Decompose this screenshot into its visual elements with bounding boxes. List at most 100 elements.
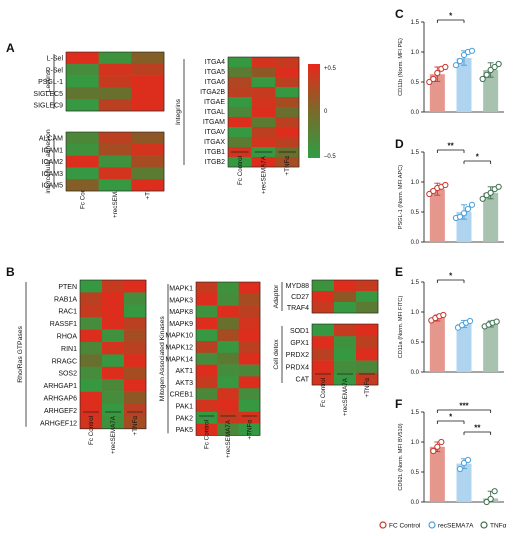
legend-marker [379, 521, 387, 529]
heatmap-row-label: ARHGEF2 [44, 408, 77, 415]
group-label: Integrins [175, 98, 182, 125]
heatmap-cell [124, 329, 147, 343]
heatmap-cell [196, 317, 218, 330]
data-point [434, 69, 441, 77]
data-point [456, 57, 464, 65]
heatmap-cell [66, 52, 99, 65]
heatmap-cell [312, 280, 335, 292]
heatmap-column-label: Fc Control [320, 378, 327, 407]
heatmap-cell [217, 352, 239, 365]
heatmap-column-label: Fc Control [88, 416, 95, 445]
data-point [442, 181, 449, 189]
heatmap-cell [356, 360, 379, 374]
heatmap-cell [102, 280, 125, 293]
heatmap-row-label: CD27 [291, 294, 309, 301]
y-tick-label: 0.0 [411, 500, 420, 506]
heatmap-row-label: ITGB1 [205, 149, 225, 156]
heatmap-cell [251, 127, 276, 138]
color-scale-bar [308, 64, 320, 158]
y-tick-label: 1.5 [411, 280, 420, 286]
heatmap-cell [275, 57, 300, 68]
heatmap-cell [251, 157, 276, 168]
panel-letter-e: E [395, 265, 403, 279]
heatmap-row-label: ICAM5 [42, 183, 64, 190]
heatmap-cell [217, 293, 239, 306]
bar [429, 74, 445, 112]
heatmap-cell [238, 329, 261, 342]
legend-label: FC Control [389, 523, 421, 530]
legend-item: FC Control [379, 521, 421, 530]
heatmap-cell [251, 137, 276, 148]
heatmap-cell [238, 423, 261, 436]
heatmap-row-label: ALCAM [39, 135, 63, 142]
heatmap-row-label: PAK5 [176, 427, 193, 434]
heatmap-cell [217, 305, 239, 318]
bar [483, 324, 499, 372]
heatmap-cell [124, 366, 147, 380]
heatmap-cell [124, 342, 147, 355]
heatmap-cell [196, 376, 218, 389]
y-tick-label: 1.0 [411, 180, 420, 186]
legend-marker [480, 521, 488, 529]
heatmap-cell [334, 291, 357, 303]
data-point [426, 78, 433, 86]
heatmap-detox: SOD1 GPX1 PRDX2 PRDX4 CAT Cell detox Fc Contro… [273, 323, 379, 416]
heatmap-cell [131, 143, 165, 156]
data-point [426, 190, 433, 198]
heatmap-cell [124, 354, 147, 368]
y-axis-label: PSGL-1 (Norm. MFI APC) [398, 165, 404, 229]
data-point [495, 183, 502, 190]
bar [429, 189, 445, 242]
heatmap-cell [312, 324, 335, 337]
heatmap-cell [238, 364, 261, 377]
heatmap-row-label: ARHGEF12 [40, 420, 77, 427]
data-point [460, 51, 468, 59]
heatmap-cell [80, 379, 103, 392]
heatmap-cell [102, 304, 125, 318]
heatmap-cell [356, 372, 379, 386]
heatmap-row-label: P-Sel [46, 67, 64, 74]
data-point [479, 75, 486, 83]
heatmap-cell [66, 99, 99, 112]
legend-label: recSEMA7A [438, 523, 474, 530]
heatmap-cell [238, 293, 261, 306]
heatmap-cell [228, 157, 252, 168]
data-point [452, 62, 460, 69]
heatmap-cell [275, 127, 300, 138]
heatmap-cell [356, 336, 379, 349]
heatmap-border [195, 281, 261, 436]
heatmap-adaptor: MYD88 CD27 TRAF4 Adaptor [273, 279, 379, 314]
heatmap-cell [356, 302, 379, 314]
legend: FC Control recSEMA7A TNFα [379, 521, 507, 530]
heatmap-cell [275, 77, 300, 88]
heatmap-cell [66, 75, 99, 88]
heatmap-cell [80, 391, 103, 405]
bar [429, 446, 445, 502]
heatmap-cell [238, 305, 261, 318]
significance-label: ** [474, 424, 481, 433]
heatmap-cell [251, 67, 276, 78]
heatmap-cell [196, 411, 218, 424]
heatmap-cell [251, 97, 276, 108]
heatmap-cell [334, 324, 357, 337]
y-axis-label: CD11b (Norm. MFI PE) [398, 38, 404, 96]
heatmap-cell [80, 304, 103, 318]
legend-item: recSEMA7A [428, 521, 474, 530]
heatmap-row-label: ARHGAP1 [44, 383, 78, 390]
color-scale-mid: 0 [324, 109, 328, 115]
data-point [466, 317, 474, 325]
heatmap-cell [102, 379, 125, 392]
heatmap-cell [228, 137, 252, 148]
heatmap-cell [66, 155, 99, 168]
heatmap-cell [356, 348, 379, 361]
data-point [440, 311, 447, 319]
heatmap-row-label: ICAM1 [42, 147, 64, 154]
heatmap-border [65, 131, 165, 192]
y-tick-label: 1.0 [411, 50, 420, 56]
legend-label: TNFα [490, 523, 507, 530]
data-point [468, 201, 476, 208]
heatmap-cell [312, 302, 335, 314]
heatmap-cell [356, 280, 379, 292]
data-point [495, 60, 502, 68]
